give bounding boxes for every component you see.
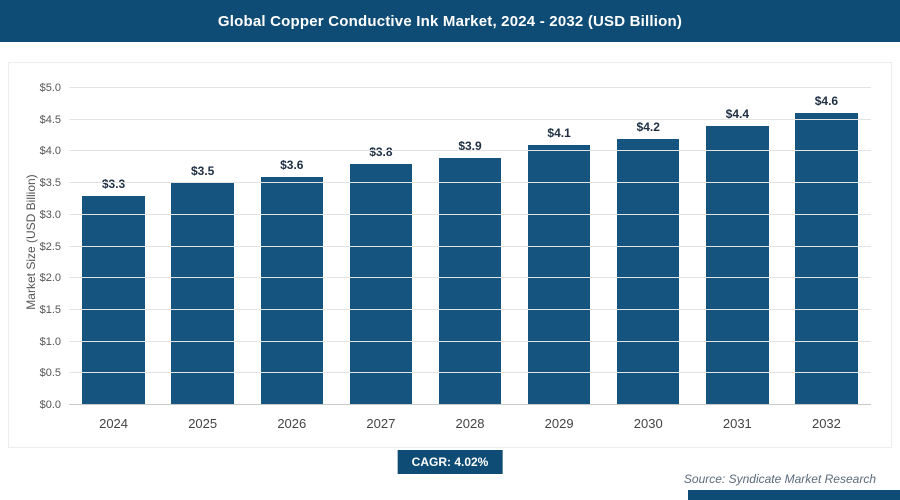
- bar-column: $3.6 2026: [247, 88, 336, 431]
- bar-column: $3.3 2024: [69, 88, 158, 431]
- source-text: Source: Syndicate Market Research: [683, 472, 876, 486]
- chart-title-bar: Global Copper Conductive Ink Market, 202…: [0, 0, 900, 42]
- bar-value-label: $3.5: [190, 164, 215, 179]
- bar-column: $3.5 2025: [158, 88, 247, 431]
- bar: [82, 195, 145, 405]
- bar: [617, 138, 680, 405]
- gridline: [69, 213, 871, 215]
- bar-value-label: $3.9: [458, 138, 482, 153]
- gridline: [69, 277, 871, 279]
- y-tick-label: $0.0: [39, 399, 61, 411]
- x-tick-label: 2025: [188, 416, 218, 431]
- x-tick-label: 2024: [99, 416, 129, 431]
- bar: [349, 164, 413, 405]
- chart-area: Market Size (USD Billion) $3.3 2024 $3.5 20…: [8, 62, 892, 448]
- bar-value-label: $3.8: [369, 145, 393, 160]
- bar-value-label: $4.2: [636, 119, 660, 134]
- y-tick-label: $4.5: [39, 113, 61, 126]
- bar-value-label: $4.6: [814, 94, 839, 109]
- y-tick-label: $2.0: [39, 272, 61, 285]
- x-tick-label: 2030: [633, 416, 663, 431]
- bar-column: $4.1 2029: [515, 88, 604, 431]
- gridline: [69, 87, 871, 88]
- gridline: [69, 372, 871, 374]
- bar-column: $3.8 2027: [336, 88, 425, 431]
- y-tick-label: $2.5: [39, 240, 61, 253]
- bar-value-label: $4.4: [725, 107, 749, 122]
- bar: [171, 183, 234, 405]
- x-tick-label: 2027: [366, 416, 396, 431]
- plot-area: $3.3 2024 $3.5 2025 $3.6 2026 $3.8 2027 $3.9 2028…: [40, 82, 871, 431]
- x-tick-label: 2028: [455, 416, 485, 431]
- gridline: [69, 182, 871, 184]
- bar-value-label: $3.3: [101, 176, 126, 191]
- bar: [438, 157, 502, 405]
- bar: [260, 176, 323, 405]
- bars-container: $3.3 2024 $3.5 2025 $3.6 2026 $3.8 2027 $3.9 2028…: [69, 88, 871, 431]
- bar: [706, 126, 769, 405]
- x-tick-label: 2031: [722, 416, 752, 431]
- bar-value-label: $4.1: [547, 126, 571, 141]
- y-tick-label: $3.0: [39, 208, 61, 221]
- x-tick-label: 2029: [544, 416, 574, 431]
- gridline: [69, 308, 871, 310]
- gridline: [69, 118, 871, 120]
- bar: [527, 145, 591, 405]
- bar-column: $4.6 2032: [782, 88, 871, 431]
- y-tick-label: $5.0: [39, 82, 61, 94]
- x-tick-label: 2026: [277, 416, 307, 431]
- gridline: [69, 245, 871, 247]
- y-tick-label: $4.0: [39, 145, 61, 158]
- gridline: [69, 404, 871, 405]
- bar-value-label: $3.6: [280, 157, 304, 172]
- y-tick-label: $1.5: [39, 303, 61, 316]
- bar-column: $4.2 2030: [604, 88, 693, 431]
- footer-accent-bar: [688, 490, 900, 500]
- y-tick-label: $3.5: [39, 177, 61, 190]
- gridline: [69, 340, 871, 342]
- bar-column: $3.9 2028: [425, 88, 514, 431]
- bar: [795, 113, 858, 405]
- bar-column: $4.4 2031: [693, 88, 782, 431]
- cagr-badge: CAGR: 4.02%: [397, 450, 503, 474]
- y-tick-label: $1.0: [39, 335, 61, 348]
- chart-title: Global Copper Conductive Ink Market, 202…: [217, 12, 683, 30]
- x-tick-label: 2032: [811, 416, 841, 431]
- y-tick-label: $0.5: [39, 367, 61, 380]
- gridline: [69, 150, 871, 152]
